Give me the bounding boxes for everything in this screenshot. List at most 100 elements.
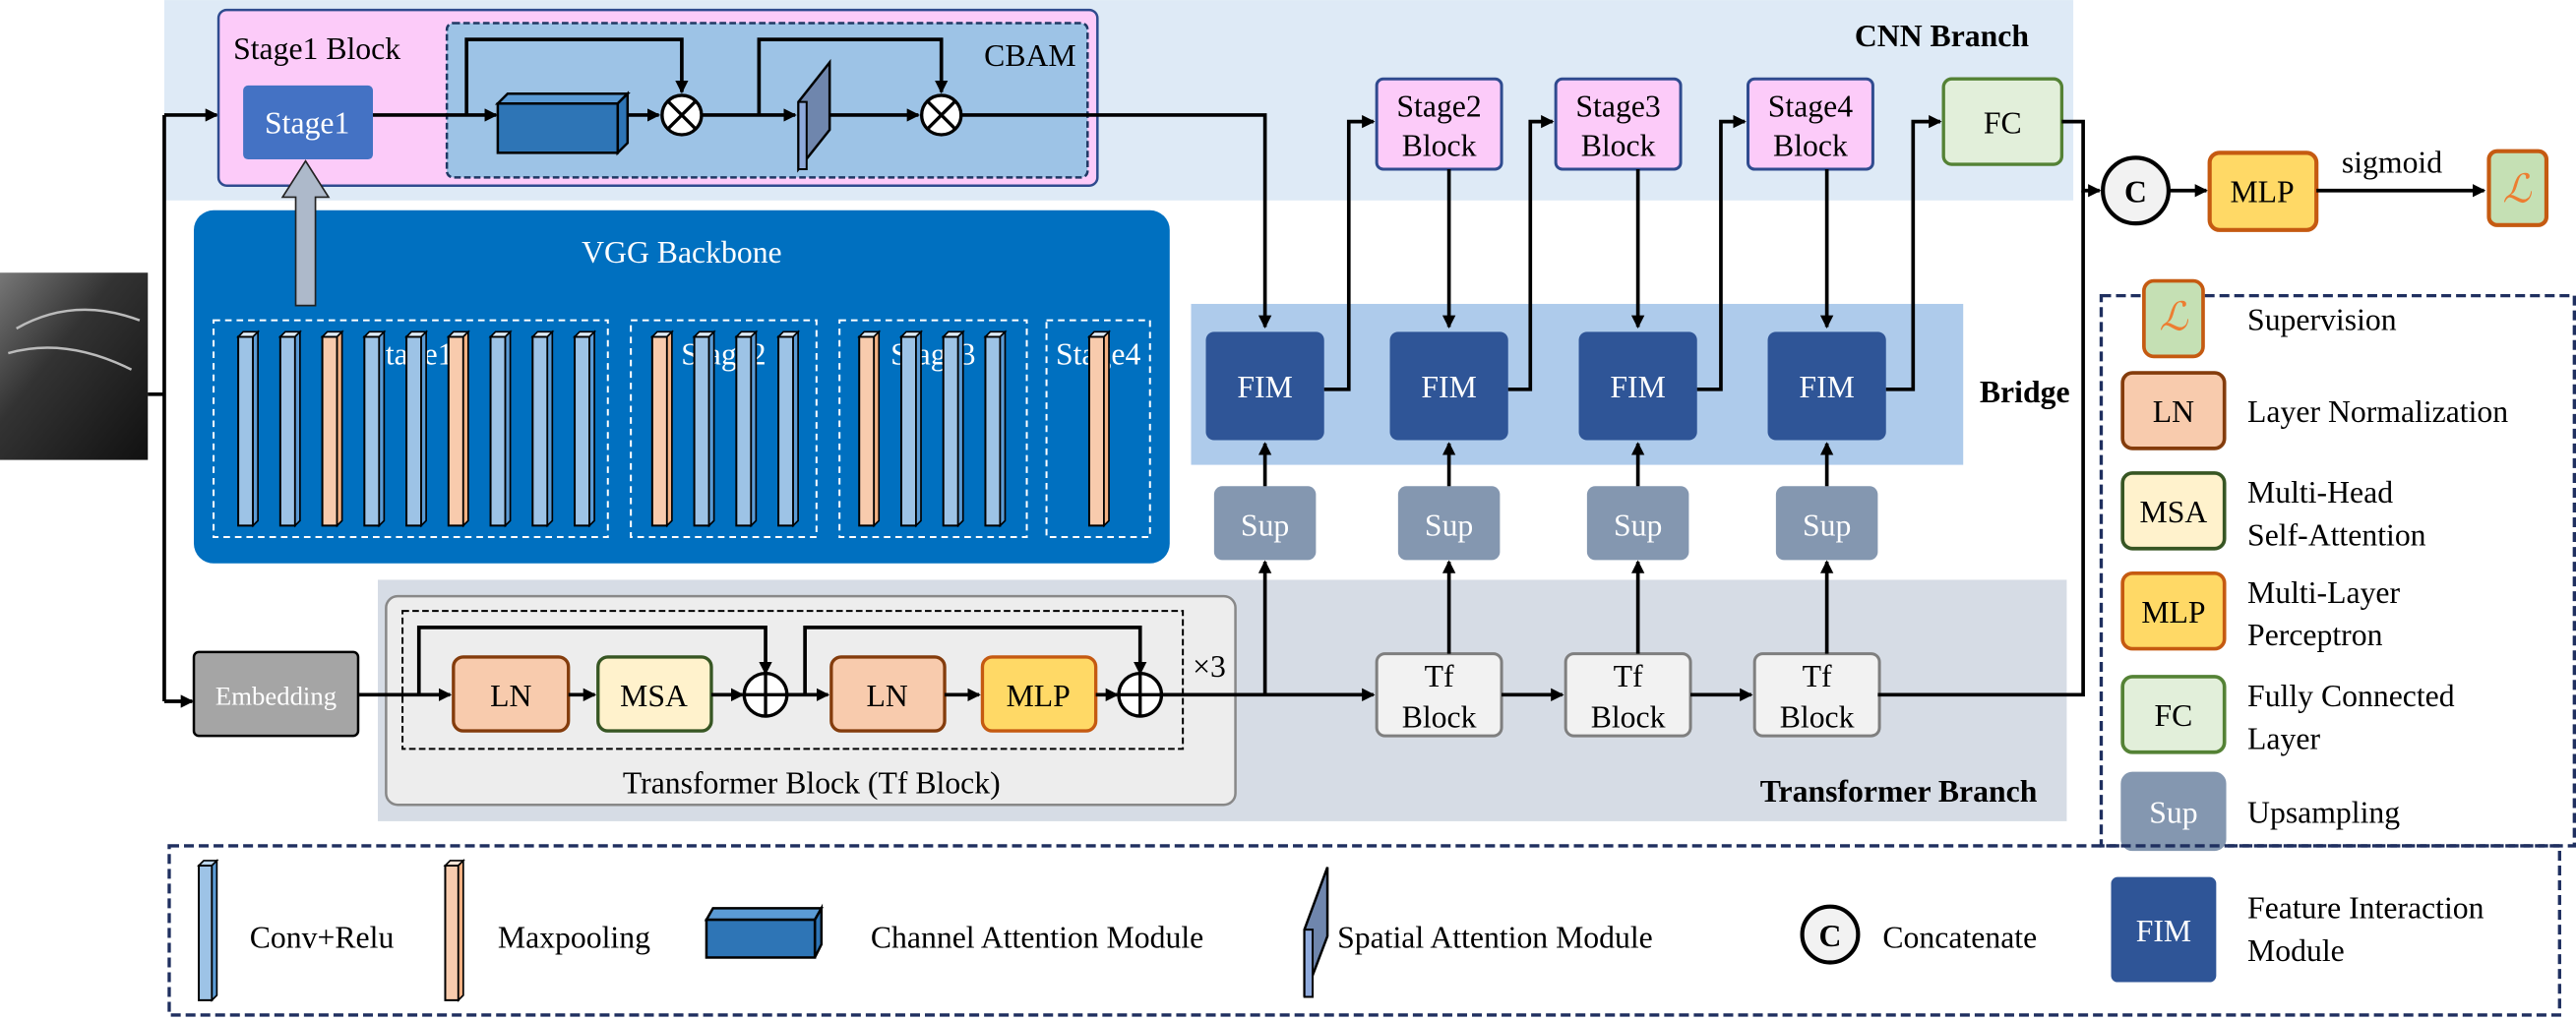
layer-front — [693, 335, 710, 527]
legend-text-1: Upsampling — [2247, 796, 2400, 830]
conv-relu-layer — [692, 330, 716, 528]
legend-badge-box — [2120, 771, 2227, 852]
ln-label: LN — [490, 679, 531, 713]
legend-badge-box — [2120, 570, 2227, 651]
maxpool-layer — [649, 330, 674, 528]
layer-side — [999, 330, 1007, 528]
layer-front — [858, 335, 876, 527]
feature-up-arrow-icon — [280, 159, 331, 307]
sup-label: Sup — [1241, 508, 1289, 542]
vgg-stage-group — [213, 319, 609, 539]
stage-block — [1746, 77, 1874, 171]
legend-pool-label: Maxpooling — [498, 920, 650, 954]
tf-block-label-1: Tf — [1803, 659, 1832, 693]
maxpool-layer — [446, 330, 470, 528]
vgg-stage-group — [630, 319, 818, 539]
layer-front — [1087, 335, 1106, 527]
msa-label: MSA — [620, 679, 688, 713]
layer-side — [462, 330, 469, 528]
skip-line — [464, 37, 689, 115]
layer-front — [405, 335, 423, 527]
legend-badge: FC — [2155, 698, 2193, 733]
legend-text-1: Fully Connected — [2247, 679, 2455, 713]
sup-label: Sup — [1425, 508, 1473, 542]
layer-front — [321, 335, 338, 527]
conv-relu-layer — [983, 330, 1008, 528]
spatial-attention-plane-icon — [797, 58, 831, 173]
sup-label: Sup — [1614, 508, 1662, 542]
legend-conv-label: Conv+Relu — [250, 920, 395, 954]
fim-label: FIM — [1610, 370, 1665, 404]
ln-label: LN — [866, 679, 907, 713]
stage-block-label-2: Block — [1402, 129, 1477, 163]
add-icon — [742, 671, 789, 718]
stage1-to-fim-line — [960, 113, 1272, 330]
layer-side — [420, 330, 427, 528]
layer-side — [873, 330, 881, 528]
fim-block — [1205, 331, 1324, 441]
legend-fim-label-1: Feature Interaction — [2247, 890, 2484, 925]
layer-side — [294, 330, 301, 528]
conv-relu-layer — [573, 330, 597, 528]
layer-front — [278, 335, 296, 527]
skip-line — [803, 626, 1147, 695]
fim-block — [1389, 331, 1508, 441]
supervision-symbol: ℒ — [2502, 166, 2532, 210]
conv-relu-layer — [776, 330, 801, 528]
tf-block-label-2: Block — [1780, 700, 1855, 735]
vgg-backbone-title: VGG Backbone — [582, 235, 781, 270]
sup-block — [1213, 486, 1317, 561]
legend-pool-icon — [443, 858, 465, 1002]
layer-side — [750, 330, 758, 528]
sup-label: Sup — [1803, 508, 1851, 542]
legend-badge-box — [2120, 471, 2227, 551]
fim-to-stage-line — [1507, 114, 1555, 391]
legend-badge-box — [2120, 371, 2227, 450]
mlp-block — [980, 655, 1098, 733]
legend-fim-label-2: Module — [2247, 933, 2345, 968]
fc-to-concat-line — [2061, 119, 2102, 198]
repeat-label: ×3 — [1193, 649, 1226, 684]
stage-block-label-1: Stage2 — [1396, 90, 1481, 124]
conv-relu-layer — [236, 330, 261, 528]
legend-badge: MSA — [2140, 495, 2208, 529]
bridge-label: Bridge — [1980, 375, 2070, 409]
mlp-label: MLP — [1007, 679, 1071, 713]
stage-block-label-1: Stage4 — [1768, 90, 1853, 124]
stage-blocks: Stage2 Block Stage3 Block Stage4 Block — [1375, 77, 1874, 330]
layer-side — [546, 330, 554, 528]
legend-fim-badge: FIM — [2136, 914, 2191, 948]
layer-front — [942, 335, 959, 527]
fim-to-stage-line — [1323, 114, 1376, 391]
conv-relu-layer — [404, 330, 429, 528]
conv-relu-layer — [530, 330, 555, 528]
transformer-branch-label: Transformer Branch — [1760, 774, 2038, 809]
layer-side — [666, 330, 673, 528]
head-mlp-label: MLP — [2230, 174, 2294, 209]
layer-front — [489, 335, 507, 527]
layer-front — [574, 335, 591, 527]
legend-text-1: Supervision — [2247, 303, 2397, 337]
legend-concat-icon — [1800, 904, 1861, 965]
legend-concat-badge: C — [1819, 919, 1842, 953]
layer-side — [1103, 330, 1110, 528]
legend-text-1: Layer Normalization — [2247, 394, 2508, 429]
legend-badge: MLP — [2141, 595, 2205, 630]
sigmoid-label: sigmoid — [2342, 145, 2442, 179]
layer-front — [650, 335, 668, 527]
fim-to-stage-line — [1696, 114, 1747, 391]
vgg-stage-group — [838, 319, 1028, 539]
stage-block-label-1: Stage3 — [1575, 90, 1660, 124]
maxpool-layer — [857, 330, 882, 528]
conv-relu-layer — [362, 330, 387, 528]
skip-line — [757, 37, 949, 115]
bridge-items: FIM Sup FIM Sup Tf Block FIM Sup Tf Block FIM Sup Tf… — [1205, 114, 1942, 738]
layer-side — [588, 330, 595, 528]
sup-block — [1775, 486, 1878, 561]
conv-relu-layer — [898, 330, 924, 528]
input-split-line — [148, 114, 166, 702]
layer-side — [792, 330, 799, 528]
conv-relu-layer — [734, 330, 759, 528]
legend-conv-icon — [197, 858, 219, 1002]
